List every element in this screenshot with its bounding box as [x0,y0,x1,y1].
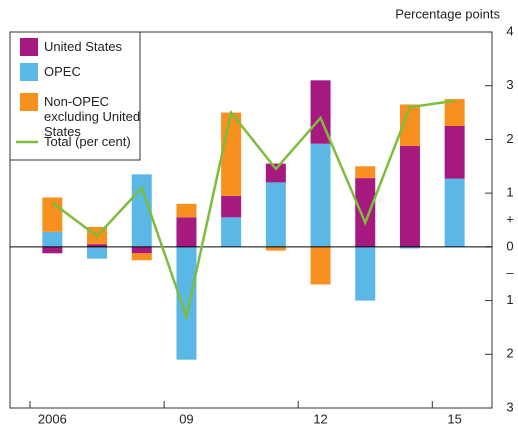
bar-segment [310,143,331,247]
bar-segment [444,126,465,179]
y-tick-label: 2 [506,131,513,146]
y-axis-label: Percentage points [395,6,500,21]
legend-swatch [20,93,38,111]
bar-segment [444,178,465,247]
y-tick-label: 0 [506,238,513,253]
sign-label: – [506,265,514,280]
bar-segment [355,246,376,301]
bar-segment [399,104,420,146]
bar-segment [444,99,465,126]
sign-label: + [506,211,514,226]
bar-segment [42,246,63,254]
x-tick-label: 12 [313,411,327,426]
legend-label: Non-OPEC excluding United States [44,94,141,139]
x-tick-label: 09 [179,411,193,426]
bar-segment [310,246,331,285]
bar-segment [399,145,420,247]
bar-segment [355,178,376,247]
bar-segment [176,246,197,360]
x-tick-label: 2006 [38,411,67,426]
legend-swatch [20,38,38,56]
plot-frame [9,31,493,409]
bar-segment [265,246,286,251]
bar-segment [42,231,63,247]
y-tick-label: 2 [506,346,513,361]
bar-segment [131,253,152,261]
y-tick-label: 1 [506,292,513,307]
bar-segment [221,112,242,196]
bar-segment [87,246,108,259]
x-tick-label: 15 [447,411,461,426]
y-tick-label: 1 [506,185,513,200]
bar-segment [87,244,108,247]
bar-segment [355,166,376,179]
bar-segment [265,163,286,183]
bar-segment [176,203,197,218]
bar-segment [265,182,286,247]
bar-segment [221,217,242,247]
bar-segment [42,197,63,232]
legend-label: United States [44,39,123,54]
total-line [51,99,455,322]
bar-segment [221,195,242,218]
legend-label: OPEC [44,64,81,79]
legend-swatch [20,63,38,81]
y-tick-label: 3 [506,77,513,92]
bar-segment [176,217,197,247]
legend-label: Total (per cent) [44,134,131,149]
y-tick-label: 4 [506,23,513,38]
bar-segment [131,246,152,254]
bar-segment [399,246,420,249]
y-tick-label: 3 [506,399,513,414]
